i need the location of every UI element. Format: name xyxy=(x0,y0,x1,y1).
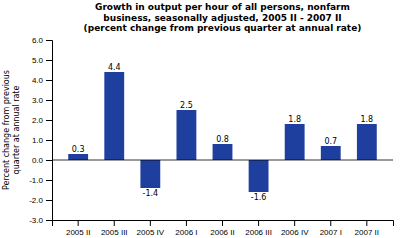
x-tick: 2005 III xyxy=(101,220,128,237)
y-tick: 0.0 xyxy=(32,156,52,165)
y-axis: -3.0 -2.0 -1.0 0.0 1.0 2.0 3.0 4.0 5.0 6.0 xyxy=(29,36,52,225)
x-tick: 2005 II xyxy=(66,220,90,237)
y-tick-mark xyxy=(46,120,52,121)
x-tick-label: 2005 IV xyxy=(137,228,165,237)
y-tick: 5.0 xyxy=(32,56,52,65)
y-tick-label: 5.0 xyxy=(32,56,44,65)
bar xyxy=(176,110,196,160)
y-tick-label: 4.0 xyxy=(32,76,44,85)
y-tick: 4.0 xyxy=(32,76,52,85)
y-axis-line xyxy=(46,41,53,221)
zero-line xyxy=(52,160,393,161)
y-tick-mark xyxy=(46,80,52,81)
y-tick-label: 6.0 xyxy=(32,36,44,45)
chart: -3.0 -2.0 -1.0 0.0 1.0 2.0 3.0 4.0 5.0 6.0 2005 II… xyxy=(0,0,401,238)
x-tick-label: 2006 II xyxy=(210,228,234,237)
y-tick-label: 2.0 xyxy=(32,116,44,125)
bar xyxy=(357,124,377,160)
bar xyxy=(213,144,233,160)
y-tick-mark xyxy=(46,200,52,201)
x-tick-label: 2006 IV xyxy=(281,228,309,237)
x-tick-mark xyxy=(114,220,115,226)
y-tick-label: 1.0 xyxy=(32,136,44,145)
y-tick: 6.0 xyxy=(32,36,52,45)
bar xyxy=(140,160,160,188)
bar xyxy=(68,154,88,160)
x-tick-label: 2005 II xyxy=(66,228,90,237)
x-tick-label: 2005 III xyxy=(101,228,128,237)
x-tick: 2006 I xyxy=(175,220,197,237)
y-tick-label: 3.0 xyxy=(32,96,44,105)
data-label: 0.7 xyxy=(324,137,337,146)
x-tick-mark xyxy=(186,220,187,226)
x-tick: 2005 IV xyxy=(137,220,165,237)
y-tick: -3.0 xyxy=(29,216,52,225)
y-tick-label: -2.0 xyxy=(29,196,43,205)
y-tick-mark xyxy=(46,100,52,101)
y-axis-title: Percent change from previousquarter at a… xyxy=(2,70,21,190)
data-label: 0.3 xyxy=(72,145,85,154)
y-tick: -2.0 xyxy=(29,196,52,205)
x-tick-mark xyxy=(150,220,151,226)
data-label: 2.5 xyxy=(180,101,193,110)
x-tick: 2006 IV xyxy=(281,220,309,237)
x-tick-mark xyxy=(222,220,223,226)
x-tick-label: 2007 I xyxy=(320,228,342,237)
y-tick-mark xyxy=(46,220,52,221)
data-labels: 0.3 4.4 -1.4 2.5 0.8 -1.6 1.8 0.7 1.8 xyxy=(72,63,373,202)
x-tick-label: 2007 II xyxy=(355,228,379,237)
x-tick-mark xyxy=(78,220,79,226)
x-axis-line xyxy=(53,221,394,227)
y-tick-label: 0.0 xyxy=(32,156,44,165)
data-label: 1.8 xyxy=(360,115,373,124)
x-tick-label: 2006 I xyxy=(175,228,197,237)
x-tick: 2006 II xyxy=(210,220,234,237)
x-tick-mark xyxy=(330,220,331,226)
x-tick: 2007 II xyxy=(355,220,379,237)
y-tick: -1.0 xyxy=(29,176,52,185)
y-tick-mark xyxy=(46,60,52,61)
y-tick-label: -1.0 xyxy=(29,176,43,185)
data-label: 1.8 xyxy=(288,115,301,124)
y-tick: 1.0 xyxy=(32,136,52,145)
x-tick-mark xyxy=(258,220,259,226)
bar xyxy=(285,124,305,160)
bars xyxy=(68,72,377,192)
data-label: -1.6 xyxy=(251,193,267,202)
x-tick: 2006 III xyxy=(245,220,272,237)
bar xyxy=(249,160,269,192)
x-tick-mark xyxy=(366,220,367,226)
x-axis: 2005 II 2005 III 2005 IV 2006 I 2006 II 2006 … xyxy=(53,220,394,237)
y-tick-mark xyxy=(46,140,52,141)
data-label: 0.8 xyxy=(216,135,229,144)
bar xyxy=(104,72,124,160)
data-label: -1.4 xyxy=(143,189,159,198)
x-tick: 2007 I xyxy=(320,220,342,237)
y-tick: 2.0 xyxy=(32,116,52,125)
y-tick-mark xyxy=(46,180,52,181)
bar xyxy=(321,146,341,160)
plot-area: -3.0 -2.0 -1.0 0.0 1.0 2.0 3.0 4.0 5.0 6.0 2005 II… xyxy=(29,36,393,237)
x-tick-mark xyxy=(294,220,295,226)
y-tick: 3.0 xyxy=(32,96,52,105)
title: Growth in output per hour of all persons… xyxy=(84,2,362,33)
y-tick-label: -3.0 xyxy=(29,216,43,225)
data-label: 4.4 xyxy=(108,63,121,72)
y-tick-mark xyxy=(46,40,52,41)
x-tick-label: 2006 III xyxy=(245,228,272,237)
y-tick-mark xyxy=(46,160,52,161)
